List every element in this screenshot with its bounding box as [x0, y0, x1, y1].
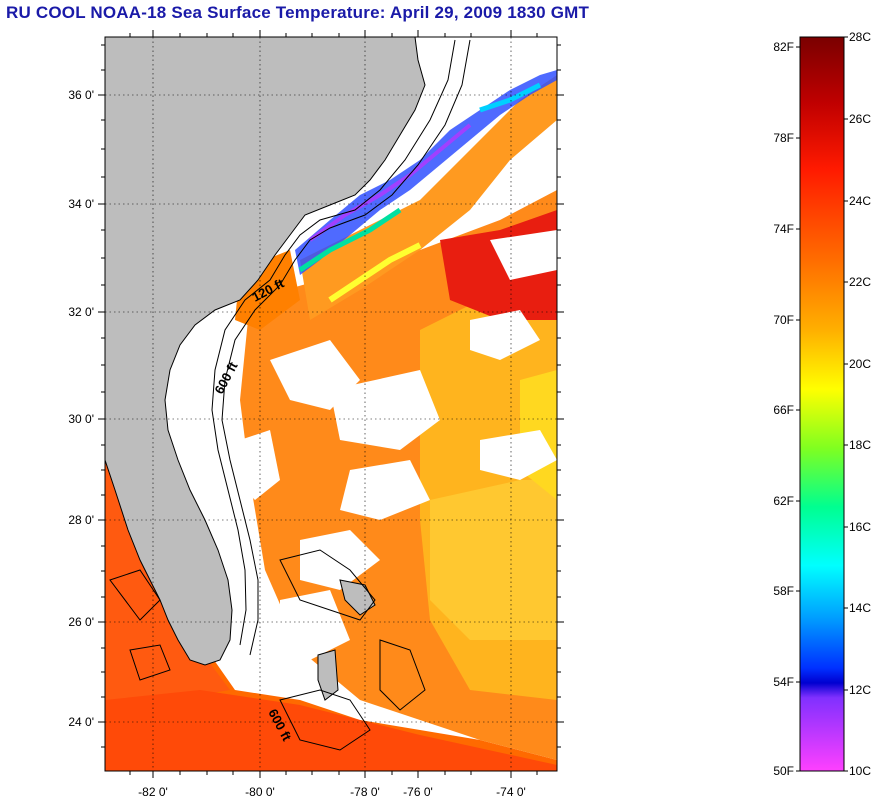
colorbar-label-24c: 24C: [849, 194, 871, 208]
colorbar-label-28c: 28C: [849, 30, 871, 44]
colorbar-label-26c: 26C: [849, 112, 871, 126]
colorbar-label-50f: 50F: [773, 764, 794, 778]
cold-shelf-water: [295, 70, 557, 303]
lat-label-30: 30 0': [68, 412, 94, 426]
colorbar-ticks: [796, 36, 848, 772]
minor-tick-marks: [101, 33, 561, 775]
lon-label-78: -78 0': [350, 785, 380, 799]
colorbar-label-66f: 66F: [773, 403, 794, 417]
depth-contours: [109, 39, 471, 751]
colorbar-label-12c: 12C: [849, 683, 871, 697]
graticule: [105, 37, 557, 771]
lat-label-28: 28 0': [68, 513, 94, 527]
lat-label-34: 34 0': [68, 197, 94, 211]
lat-label-36: 36 0': [68, 88, 94, 102]
colorbar-label-58f: 58F: [773, 584, 794, 598]
bahamas-islands: [317, 579, 376, 701]
colorbar-label-16c: 16C: [849, 520, 871, 534]
map-frame: [104, 36, 558, 772]
temperature-colorbar: [799, 36, 845, 772]
lat-label-32: 32 0': [68, 305, 94, 319]
colorbar-label-22c: 22C: [849, 275, 871, 289]
colorbar-label-14c: 14C: [849, 601, 871, 615]
colorbar-label-62f: 62F: [773, 494, 794, 508]
colorbar-label-54f: 54F: [773, 675, 794, 689]
page-title: RU COOL NOAA-18 Sea Surface Temperature:…: [6, 3, 590, 22]
colorbar-label-82f: 82F: [773, 40, 794, 54]
colorbar-label-78f: 78F: [773, 131, 794, 145]
tick-marks: [98, 30, 564, 778]
land-mass: [105, 37, 426, 666]
colorbar-label-70f: 70F: [773, 313, 794, 327]
colorbar-label-10c: 10C: [849, 764, 871, 778]
lon-label-76: -76 0': [403, 785, 433, 799]
cloud-patches: [235, 230, 557, 660]
colorbar-label-20c: 20C: [849, 357, 871, 371]
lat-label-24: 24 0': [68, 715, 94, 729]
colorbar-label-74f: 74F: [773, 222, 794, 236]
lon-label-74: -74 0': [496, 785, 526, 799]
lat-label-26: 26 0': [68, 615, 94, 629]
lon-label-80: -80 0': [245, 785, 275, 799]
lon-label-82: -82 0': [138, 785, 168, 799]
colorbar-label-18c: 18C: [849, 438, 871, 452]
